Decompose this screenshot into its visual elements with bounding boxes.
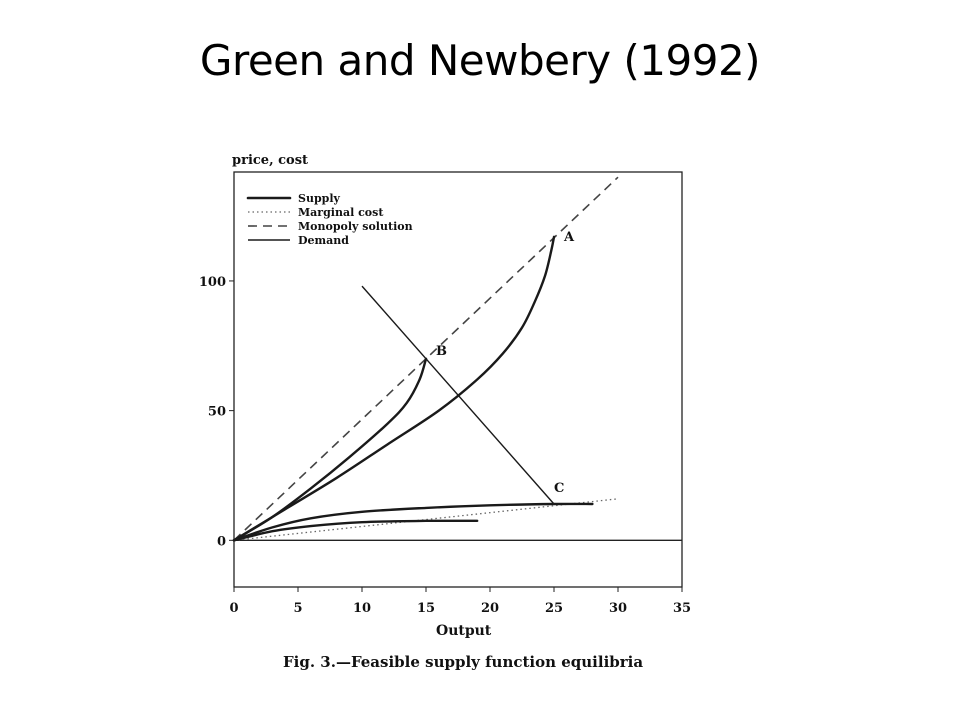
marginal-cost-curve	[233, 498, 619, 541]
y-axis-label: price, cost	[232, 153, 308, 168]
x-tick-label: 15	[417, 601, 435, 616]
x-tick-label: 20	[481, 601, 499, 616]
supply-curve	[232, 357, 428, 542]
x-tick-label: 30	[609, 601, 627, 616]
legend-label: Monopoly solution	[298, 220, 413, 233]
y-tick-label: 0	[217, 534, 226, 549]
point-label-c: C	[554, 481, 564, 496]
supply-curve	[232, 502, 594, 542]
y-tick-label: 100	[199, 275, 226, 290]
x-tick-label: 35	[673, 601, 691, 616]
figure-caption: Fig. 3.—Feasible supply function equilib…	[283, 653, 643, 671]
legend-label: Demand	[298, 234, 349, 247]
plot-frame	[233, 171, 683, 588]
x-tick-label: 0	[229, 601, 238, 616]
y-tick-label: 50	[208, 405, 226, 420]
supply-curve	[232, 519, 479, 542]
legend-label: Supply	[298, 192, 341, 205]
x-axis-label: Output	[436, 623, 492, 639]
point-label-a: A	[563, 230, 575, 245]
x-tick-label: 5	[293, 601, 302, 616]
supply-curve	[232, 235, 556, 542]
x-tick-label: 25	[545, 601, 563, 616]
legend-label: Marginal cost	[298, 206, 384, 219]
point-label-b: B	[436, 344, 447, 359]
slide-title: Green and Newbery (1992)	[199, 36, 761, 85]
x-tick-label: 10	[353, 601, 371, 616]
